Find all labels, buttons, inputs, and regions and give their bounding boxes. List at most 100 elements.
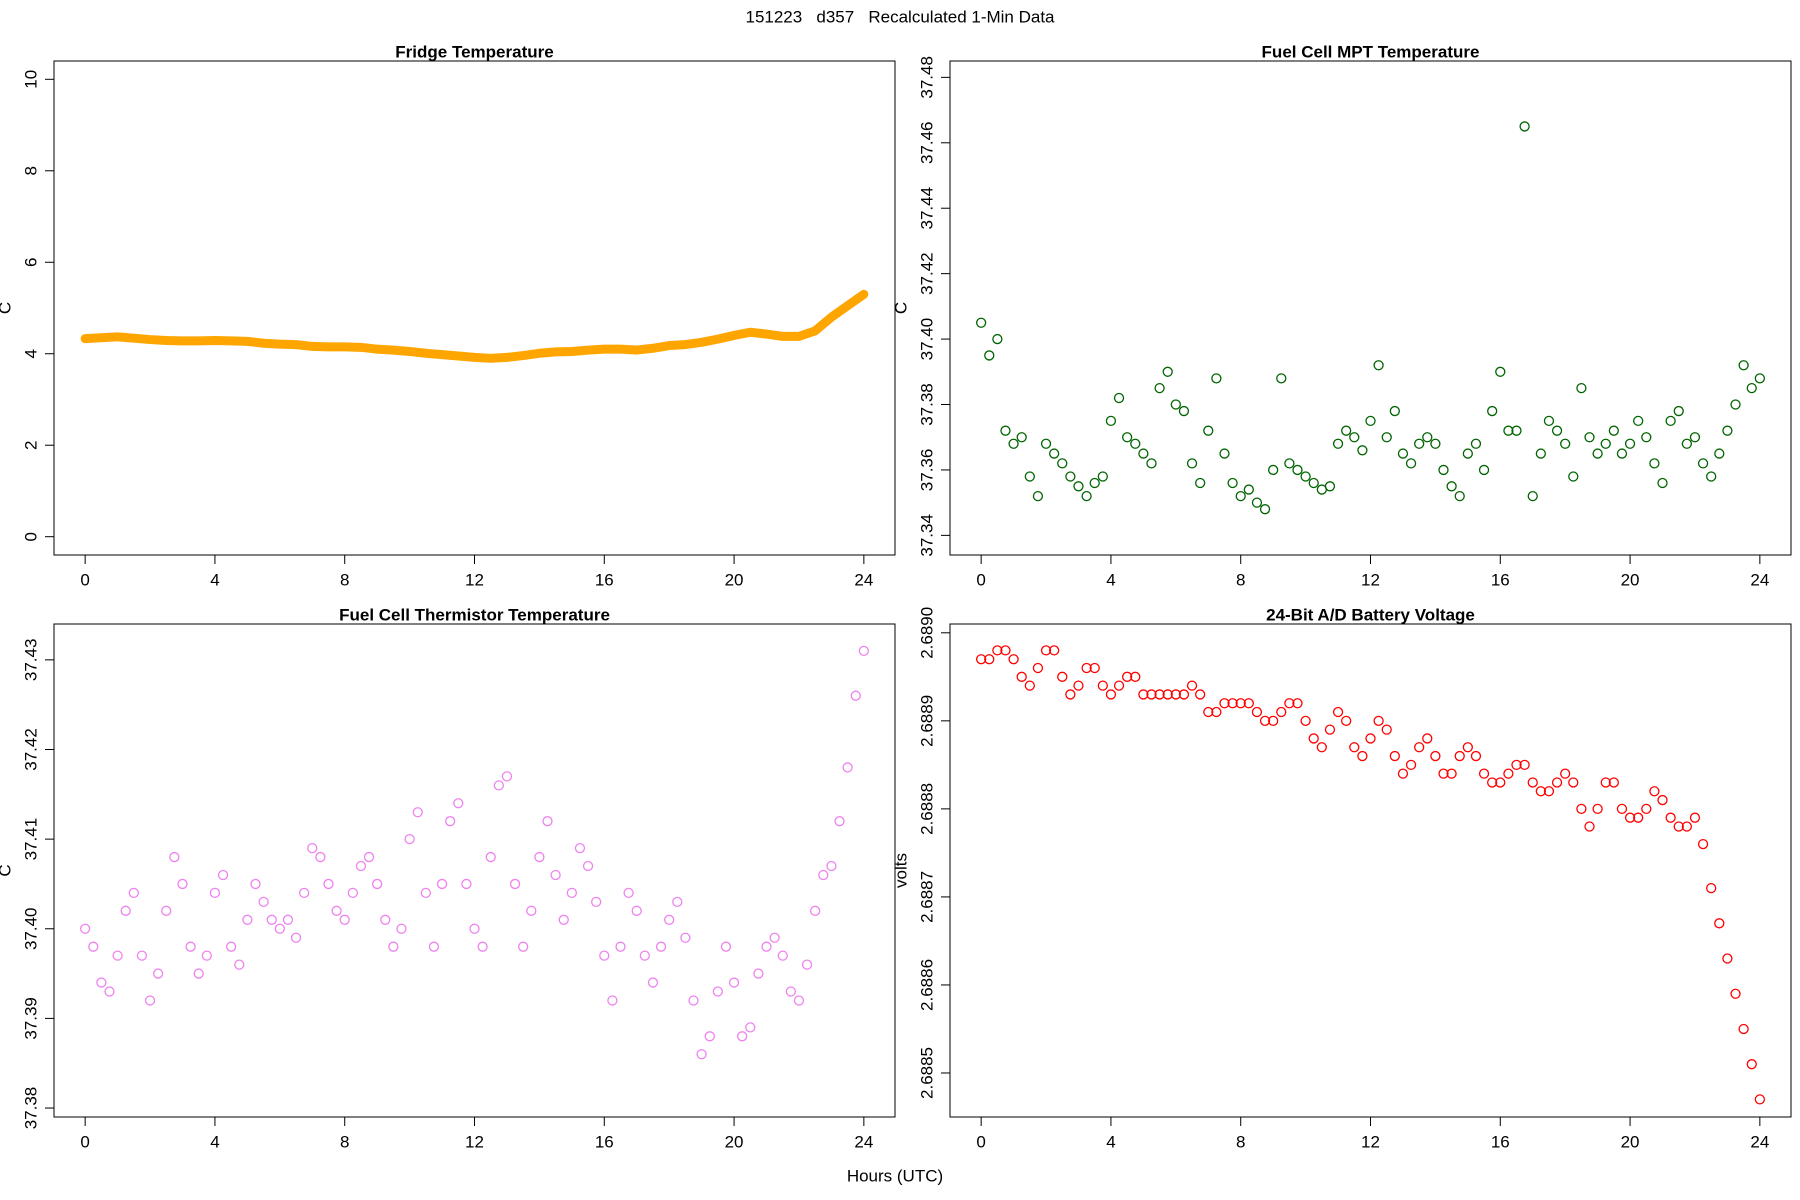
point xyxy=(177,878,188,890)
point xyxy=(445,816,456,827)
point xyxy=(1454,750,1465,762)
point xyxy=(1389,750,1400,762)
point xyxy=(1203,706,1214,718)
point xyxy=(975,317,987,328)
x-tick-label: 8 xyxy=(340,1132,349,1151)
x-tick-label: 12 xyxy=(465,570,484,589)
point xyxy=(1308,477,1319,489)
point xyxy=(1738,1023,1749,1035)
point xyxy=(1243,698,1254,709)
x-tick-label: 16 xyxy=(595,1132,614,1151)
point xyxy=(258,896,269,908)
point xyxy=(1049,645,1060,656)
point xyxy=(1527,777,1538,788)
y-tick-label: 37.40 xyxy=(917,318,936,361)
point xyxy=(1170,689,1181,700)
point xyxy=(1259,504,1271,515)
y-tick-label: 10 xyxy=(21,70,40,89)
point xyxy=(153,968,164,979)
point xyxy=(1195,689,1206,700)
point xyxy=(1227,477,1238,489)
point xyxy=(331,905,342,916)
point xyxy=(1292,698,1303,709)
point xyxy=(1503,425,1514,436)
panel-title: 24-Bit A/D Battery Voltage xyxy=(1266,605,1475,624)
point xyxy=(1235,490,1246,502)
point xyxy=(1478,464,1490,476)
point xyxy=(136,950,148,961)
point xyxy=(1422,733,1433,744)
point xyxy=(1681,438,1692,449)
point xyxy=(1665,812,1676,823)
point xyxy=(209,887,221,899)
point xyxy=(558,914,569,925)
point xyxy=(1649,458,1660,469)
point xyxy=(655,941,667,952)
point xyxy=(380,914,391,925)
point xyxy=(1000,425,1011,436)
point xyxy=(1357,750,1368,762)
plot-area xyxy=(80,289,869,363)
point xyxy=(728,977,740,988)
y-tick-label: 37.40 xyxy=(21,907,40,950)
point xyxy=(1268,464,1279,476)
point xyxy=(1568,777,1579,788)
point xyxy=(810,905,821,916)
point xyxy=(984,654,995,665)
point xyxy=(1624,438,1636,449)
point xyxy=(1584,432,1595,443)
point xyxy=(396,923,407,934)
point xyxy=(1487,405,1498,417)
point xyxy=(1730,988,1741,999)
point xyxy=(672,896,683,908)
point xyxy=(1154,689,1165,700)
point xyxy=(1138,448,1149,459)
point xyxy=(542,816,553,827)
y-axis-label: C xyxy=(891,302,910,314)
point xyxy=(339,914,350,925)
y-tick-label: 2.6886 xyxy=(917,959,936,1011)
point xyxy=(1130,671,1141,682)
point xyxy=(1754,373,1766,384)
point xyxy=(992,333,1003,345)
point xyxy=(1162,366,1173,377)
point xyxy=(1657,477,1668,489)
point xyxy=(591,896,602,908)
point xyxy=(1511,425,1522,436)
point xyxy=(1049,448,1060,459)
x-tick-label: 4 xyxy=(210,570,219,589)
x-tick-label: 24 xyxy=(854,1132,873,1151)
point xyxy=(1024,680,1035,691)
plot-frame xyxy=(53,60,896,556)
point xyxy=(120,905,131,916)
point xyxy=(801,959,813,970)
point xyxy=(1170,399,1181,410)
point xyxy=(1341,425,1352,436)
plot-frame xyxy=(949,623,1792,1118)
point xyxy=(1511,759,1522,771)
point xyxy=(1113,680,1125,691)
point xyxy=(1219,698,1230,709)
point xyxy=(1405,759,1417,771)
point xyxy=(501,771,513,782)
point xyxy=(404,833,415,845)
point xyxy=(1178,689,1190,700)
figure-title: 151223 d357 Recalculated 1-Min Data xyxy=(745,7,1055,26)
point xyxy=(1211,373,1222,384)
point xyxy=(1657,794,1668,806)
point xyxy=(1073,481,1084,492)
x-tick-label: 8 xyxy=(1236,1132,1245,1151)
point xyxy=(1227,698,1238,709)
point xyxy=(834,816,845,827)
point xyxy=(347,887,358,899)
point xyxy=(112,950,123,961)
point xyxy=(1365,415,1376,427)
point xyxy=(1714,918,1725,929)
y-tick-label: 37.38 xyxy=(917,383,936,426)
point xyxy=(509,878,521,890)
point xyxy=(818,869,829,881)
point xyxy=(1146,689,1157,700)
point xyxy=(1722,953,1733,964)
point xyxy=(615,941,626,952)
point xyxy=(1008,654,1019,665)
